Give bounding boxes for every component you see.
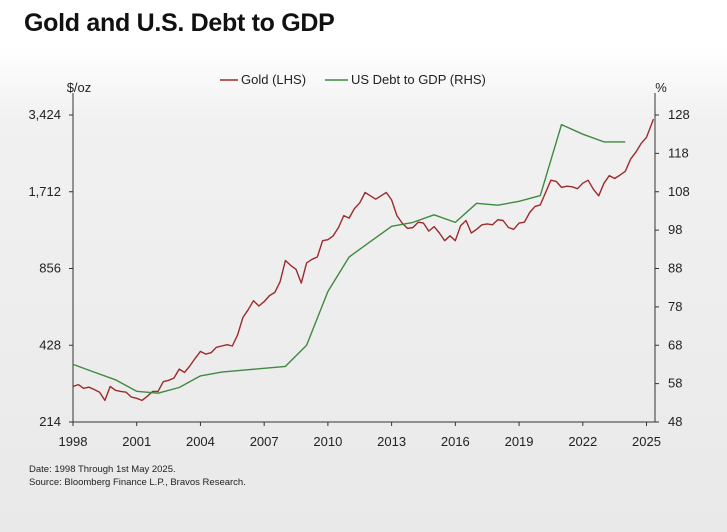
chart-title: Gold and U.S. Debt to GDP [24, 9, 335, 37]
x-tick-label: 2025 [632, 434, 661, 449]
x-tick-label: 2019 [505, 434, 534, 449]
right-tick-label: 48 [668, 414, 682, 429]
gold-series-line [72, 118, 655, 402]
footnote-date: Date: 1998 Through 1st May 2025. [29, 464, 176, 475]
x-tick-label: 2001 [122, 434, 151, 449]
x-tick-label: 1998 [59, 434, 88, 449]
right-tick-label: 88 [668, 261, 682, 276]
left-tick-label: 1,712 [28, 184, 61, 199]
legend-gold-label: Gold (LHS) [241, 72, 306, 87]
right-tick-label: 98 [668, 222, 682, 237]
left-tick-label: 856 [39, 261, 61, 276]
right-tick-label: 78 [668, 299, 682, 314]
legend-debt-label: US Debt to GDP (RHS) [351, 72, 486, 87]
right-tick-label: 118 [668, 145, 689, 160]
right-tick-label: 58 [668, 376, 682, 391]
x-tick-label: 2004 [186, 434, 215, 449]
x-tick-label: 2007 [250, 434, 279, 449]
right-tick-label: 68 [668, 337, 682, 352]
debt-to-gdp-series-line [72, 123, 626, 394]
left-tick-label: 214 [39, 414, 61, 429]
left-tick-label: 428 [39, 337, 61, 352]
right-axis-unit: % [655, 80, 667, 95]
x-tick-label: 2013 [377, 434, 406, 449]
left-tick-label: 3,424 [28, 107, 61, 122]
x-tick-label: 2016 [441, 434, 470, 449]
x-tick-label: 2010 [313, 434, 342, 449]
left-axis-unit: $/oz [67, 80, 92, 95]
x-tick-label: 2022 [568, 434, 597, 449]
footnote-source: Source: Bloomberg Finance L.P., Bravos R… [29, 477, 246, 488]
right-tick-label: 128 [668, 107, 690, 122]
right-tick-label: 108 [668, 184, 690, 199]
